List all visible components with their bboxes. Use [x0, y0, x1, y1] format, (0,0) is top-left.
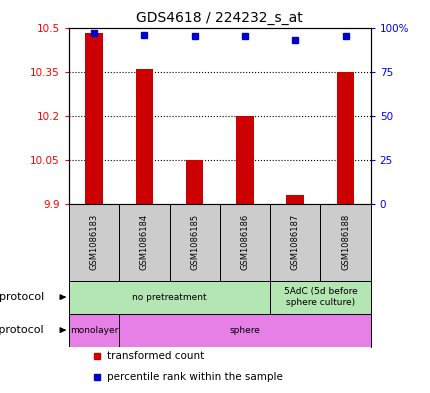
Bar — [185, 160, 203, 204]
Text: GSM1086187: GSM1086187 — [290, 214, 299, 270]
Text: GSM1086185: GSM1086185 — [190, 214, 199, 270]
Text: transformed count: transformed count — [107, 351, 203, 361]
Bar — [319, 204, 370, 281]
Text: GSM1086186: GSM1086186 — [240, 214, 249, 270]
Text: percentile rank within the sample: percentile rank within the sample — [107, 373, 282, 382]
Bar — [336, 72, 353, 204]
Bar — [69, 314, 119, 347]
Bar — [85, 33, 103, 204]
Title: GDS4618 / 224232_s_at: GDS4618 / 224232_s_at — [136, 11, 302, 25]
Bar — [270, 281, 370, 314]
Bar — [270, 204, 319, 281]
Bar — [236, 116, 253, 204]
Text: 5AdC (5d before
sphere culture): 5AdC (5d before sphere culture) — [283, 287, 356, 307]
Bar — [119, 314, 370, 347]
Text: growth protocol: growth protocol — [0, 325, 44, 335]
Bar — [119, 204, 169, 281]
Bar — [286, 195, 303, 204]
Bar — [219, 204, 270, 281]
Bar — [135, 69, 153, 204]
Text: GSM1086188: GSM1086188 — [340, 214, 349, 270]
Text: protocol: protocol — [0, 292, 44, 302]
Bar — [69, 204, 119, 281]
Text: sphere: sphere — [229, 326, 260, 334]
Text: no pretreatment: no pretreatment — [132, 293, 206, 301]
Text: GSM1086184: GSM1086184 — [140, 214, 148, 270]
Text: GSM1086183: GSM1086183 — [89, 214, 98, 270]
Bar — [169, 204, 219, 281]
Text: monolayer: monolayer — [70, 326, 118, 334]
Bar — [69, 281, 270, 314]
